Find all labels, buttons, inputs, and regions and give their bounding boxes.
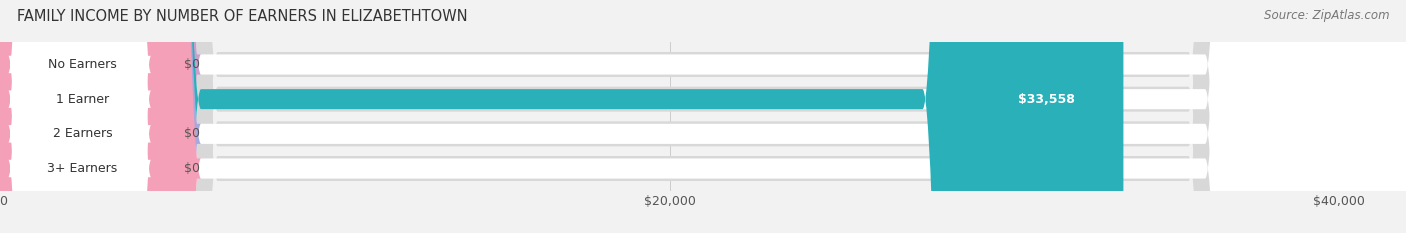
Text: 2 Earners: 2 Earners (52, 127, 112, 140)
FancyBboxPatch shape (8, 0, 150, 233)
Text: $33,558: $33,558 (1018, 93, 1076, 106)
Text: $0: $0 (184, 58, 200, 71)
FancyBboxPatch shape (8, 0, 150, 233)
Text: Source: ZipAtlas.com: Source: ZipAtlas.com (1264, 9, 1389, 22)
FancyBboxPatch shape (8, 0, 150, 233)
Text: No Earners: No Earners (48, 58, 117, 71)
Text: FAMILY INCOME BY NUMBER OF EARNERS IN ELIZABETHTOWN: FAMILY INCOME BY NUMBER OF EARNERS IN EL… (17, 9, 468, 24)
FancyBboxPatch shape (0, 0, 201, 233)
Text: 1 Earner: 1 Earner (56, 93, 110, 106)
Text: 3+ Earners: 3+ Earners (48, 162, 118, 175)
FancyBboxPatch shape (8, 0, 150, 233)
FancyBboxPatch shape (0, 0, 201, 233)
Text: $0: $0 (184, 127, 200, 140)
FancyBboxPatch shape (0, 0, 1123, 233)
FancyBboxPatch shape (0, 0, 201, 233)
Text: $0: $0 (184, 162, 200, 175)
